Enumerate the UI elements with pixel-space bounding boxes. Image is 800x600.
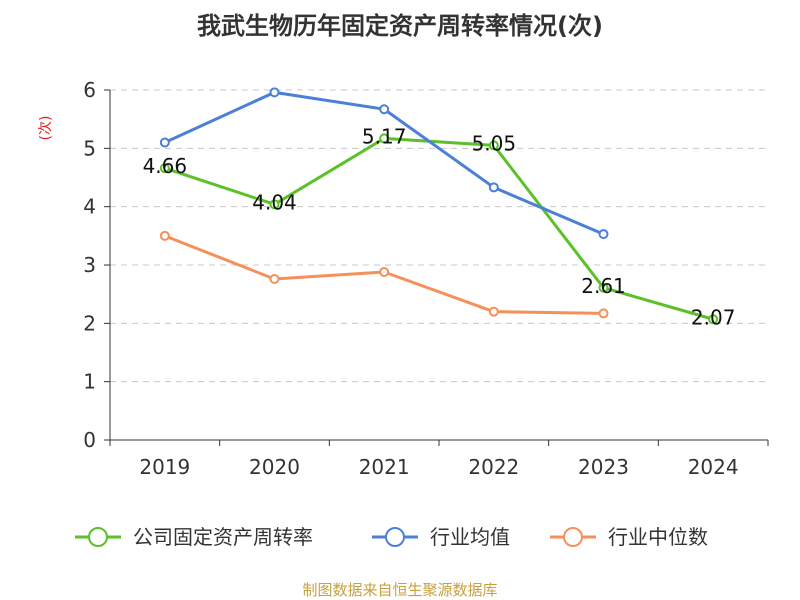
data-label: 4.66 [143, 154, 188, 178]
data-point [269, 274, 280, 284]
data-point [269, 199, 280, 210]
legend-circle-marker [385, 527, 405, 547]
legend-circle-marker [88, 527, 108, 547]
y-tick-label: 2 [83, 311, 96, 335]
data-point [598, 229, 609, 240]
x-tick-label: 2021 [359, 455, 410, 479]
legend-item[interactable]: 行业均值 [372, 525, 510, 549]
legend-circle-marker [563, 527, 583, 547]
data-point [598, 308, 609, 319]
chart-title: 我武生物历年固定资产周转率情况(次) [197, 12, 603, 40]
gridlines [110, 89, 768, 383]
x-tick-label: 2022 [468, 455, 519, 479]
data-point [159, 163, 170, 174]
y-tick-label: 0 [83, 428, 96, 452]
y-tick-label: 6 [83, 78, 96, 102]
data-point [379, 104, 390, 115]
data-point [379, 133, 390, 144]
data-point [488, 182, 499, 193]
x-tick-label: 2020 [249, 455, 300, 479]
series-2 [159, 230, 609, 319]
data-point [598, 282, 609, 293]
data-label: 5.05 [472, 131, 517, 155]
data-label: 4.04 [252, 190, 297, 214]
legend-label: 公司固定资产周转率 [133, 525, 313, 549]
data-label: 2.61 [581, 274, 626, 298]
y-tick-label: 3 [83, 253, 96, 277]
x-tick-label: 2023 [578, 455, 629, 479]
y-tick-label: 5 [83, 136, 96, 160]
y-axis-label: (次) [38, 116, 54, 141]
y-tick-label: 1 [83, 370, 96, 394]
legend-item[interactable]: 行业中位数 [550, 525, 708, 549]
legend-label: 行业均值 [430, 525, 510, 549]
y-tick-label: 4 [83, 195, 96, 219]
x-tick-label: 2024 [688, 455, 739, 479]
legend-label: 行业中位数 [608, 525, 708, 549]
data-label: 5.17 [362, 124, 407, 148]
data-point [159, 230, 170, 241]
data-point [708, 314, 719, 325]
series-1 [159, 87, 609, 240]
data-point [379, 267, 390, 277]
series-0 [159, 133, 719, 325]
axes: 0 1 2 3 4 5 6 2019 2020 2021 2022 2023 2024 [83, 78, 769, 479]
data-point [488, 306, 499, 317]
source-note: 制图数据来自恒生聚源数据库 [302, 581, 497, 599]
series-line [164, 136, 714, 321]
legend-item[interactable]: 公司固定资产周转率 [75, 525, 313, 549]
legend[interactable]: 公司固定资产周转率 行业均值 行业中位数 [75, 525, 708, 549]
data-label: 2.07 [691, 305, 736, 329]
data-labels: 4.66 4.04 5.17 5.05 2.61 2.07 [143, 124, 736, 329]
series-layer [159, 87, 719, 325]
data-point [159, 137, 170, 148]
data-point [488, 140, 499, 151]
data-point [269, 87, 280, 98]
x-tick-label: 2019 [139, 455, 190, 479]
